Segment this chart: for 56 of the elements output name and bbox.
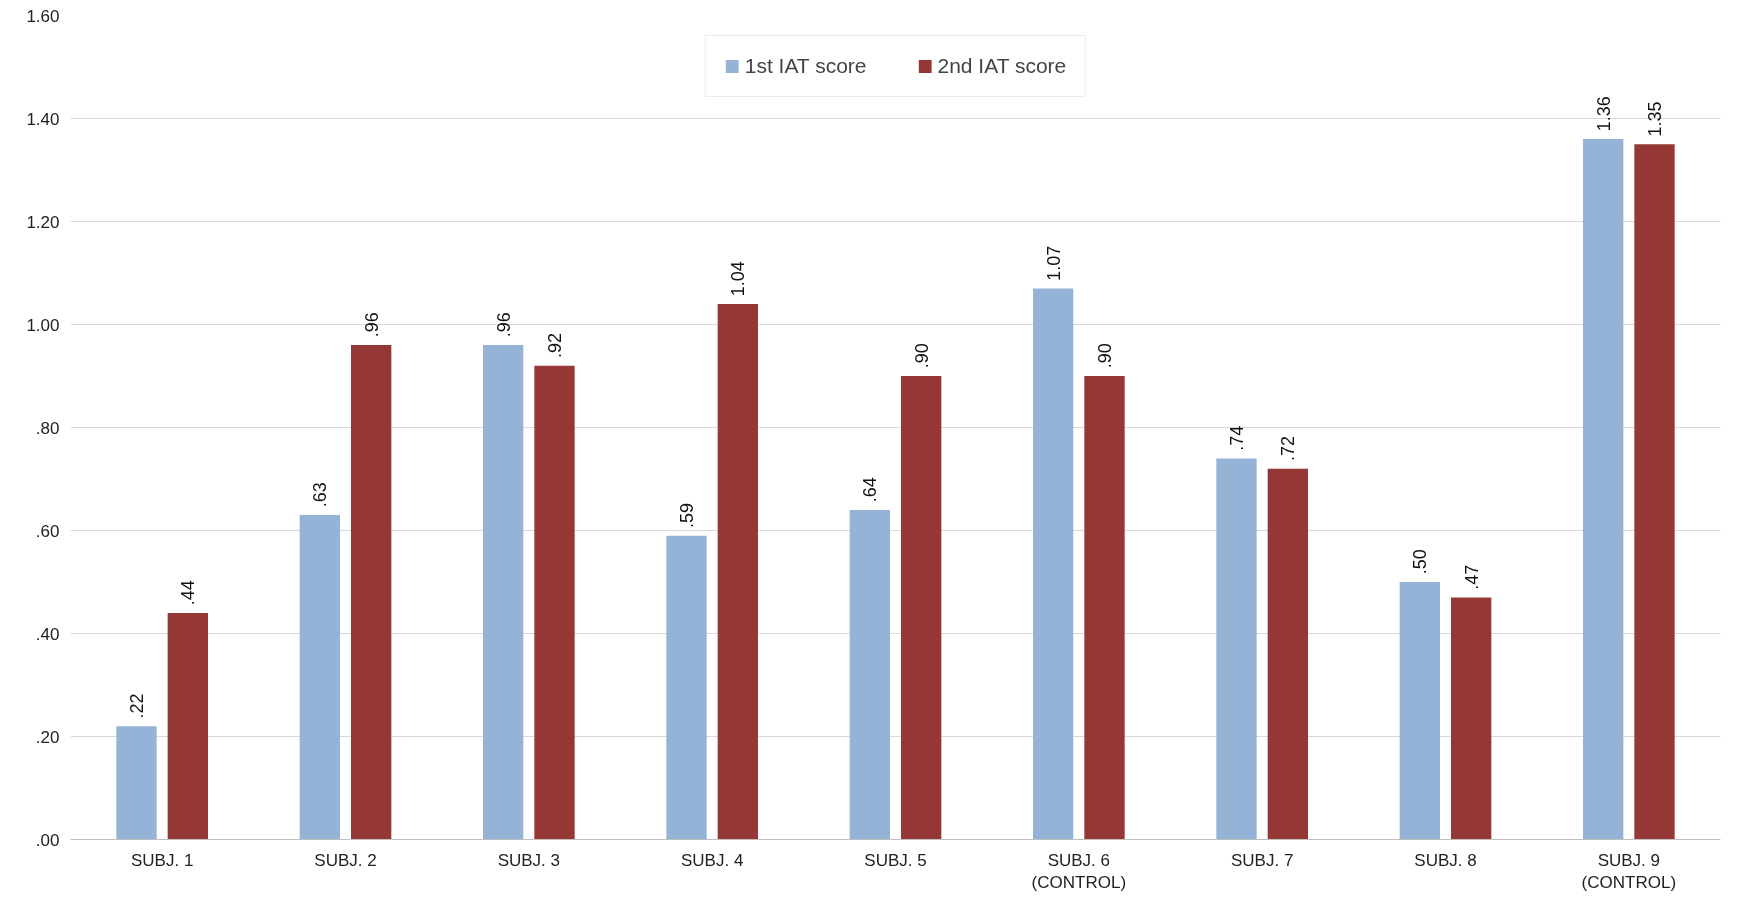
legend-label: 2nd IAT score: [937, 54, 1067, 78]
bar: [1084, 376, 1125, 840]
data-label: .74: [1227, 425, 1247, 451]
y-tick-label: .40: [35, 624, 60, 644]
x-tick-label: SUBJ. 2: [314, 850, 377, 870]
data-label: .92: [545, 332, 565, 358]
bar: [1583, 139, 1624, 840]
bar: [299, 515, 340, 840]
data-label: .64: [860, 477, 881, 503]
bar: [1634, 144, 1675, 840]
x-tick-label: SUBJ. 3: [497, 850, 561, 870]
y-tick-label: 1.40: [26, 109, 60, 129]
data-label: .50: [1410, 549, 1431, 575]
y-tick-label: .60: [35, 521, 60, 541]
x-tick-label: SUBJ. 5: [864, 850, 927, 870]
data-label: .59: [677, 502, 697, 528]
data-label: .63: [310, 482, 331, 508]
x-tick-label: SUBJ. 7: [1230, 850, 1294, 870]
y-tick-label: .20: [35, 727, 60, 747]
bar: [901, 376, 942, 840]
bar: [666, 535, 707, 840]
bar: [717, 303, 758, 840]
data-label: .44: [178, 580, 199, 606]
bar: [1216, 458, 1257, 840]
legend-label: 1st IAT score: [744, 54, 867, 78]
data-label: .96: [361, 312, 382, 338]
y-tick-label: 1.60: [26, 6, 60, 26]
data-label: .47: [1461, 564, 1482, 590]
bar: [483, 345, 524, 840]
data-label: .90: [911, 343, 932, 369]
y-tick-label: 1.00: [26, 315, 60, 335]
bar: [849, 509, 890, 840]
y-tick-label: .00: [35, 830, 60, 850]
data-label: .90: [1095, 343, 1115, 369]
data-label: .72: [1278, 435, 1299, 461]
bar: [1033, 288, 1074, 840]
x-tick-label: SUBJ. 8: [1414, 850, 1477, 870]
bar: [116, 726, 157, 840]
data-label: .22: [127, 693, 147, 719]
x-tick-label: SUBJ. 4: [680, 850, 744, 870]
data-label: .96: [493, 312, 514, 338]
bar: [534, 365, 575, 840]
bar: [167, 612, 208, 840]
bar: [1267, 468, 1308, 840]
data-label: 1.36: [1593, 96, 1614, 132]
bar: [351, 345, 392, 840]
x-tick-label: SUBJ. 1: [130, 850, 194, 870]
y-tick-label: 1.20: [26, 212, 60, 232]
y-tick-label: .80: [35, 418, 60, 438]
data-label: 1.35: [1645, 101, 1665, 137]
data-label: 1.04: [728, 261, 749, 297]
bar: [1451, 597, 1492, 840]
x-tick-label: SUBJ. 6 (CONTROL): [1031, 850, 1127, 893]
bar: [1399, 582, 1440, 840]
x-tick-label: SUBJ. 9 (CONTROL): [1581, 850, 1677, 893]
data-label: 1.07: [1043, 245, 1064, 281]
